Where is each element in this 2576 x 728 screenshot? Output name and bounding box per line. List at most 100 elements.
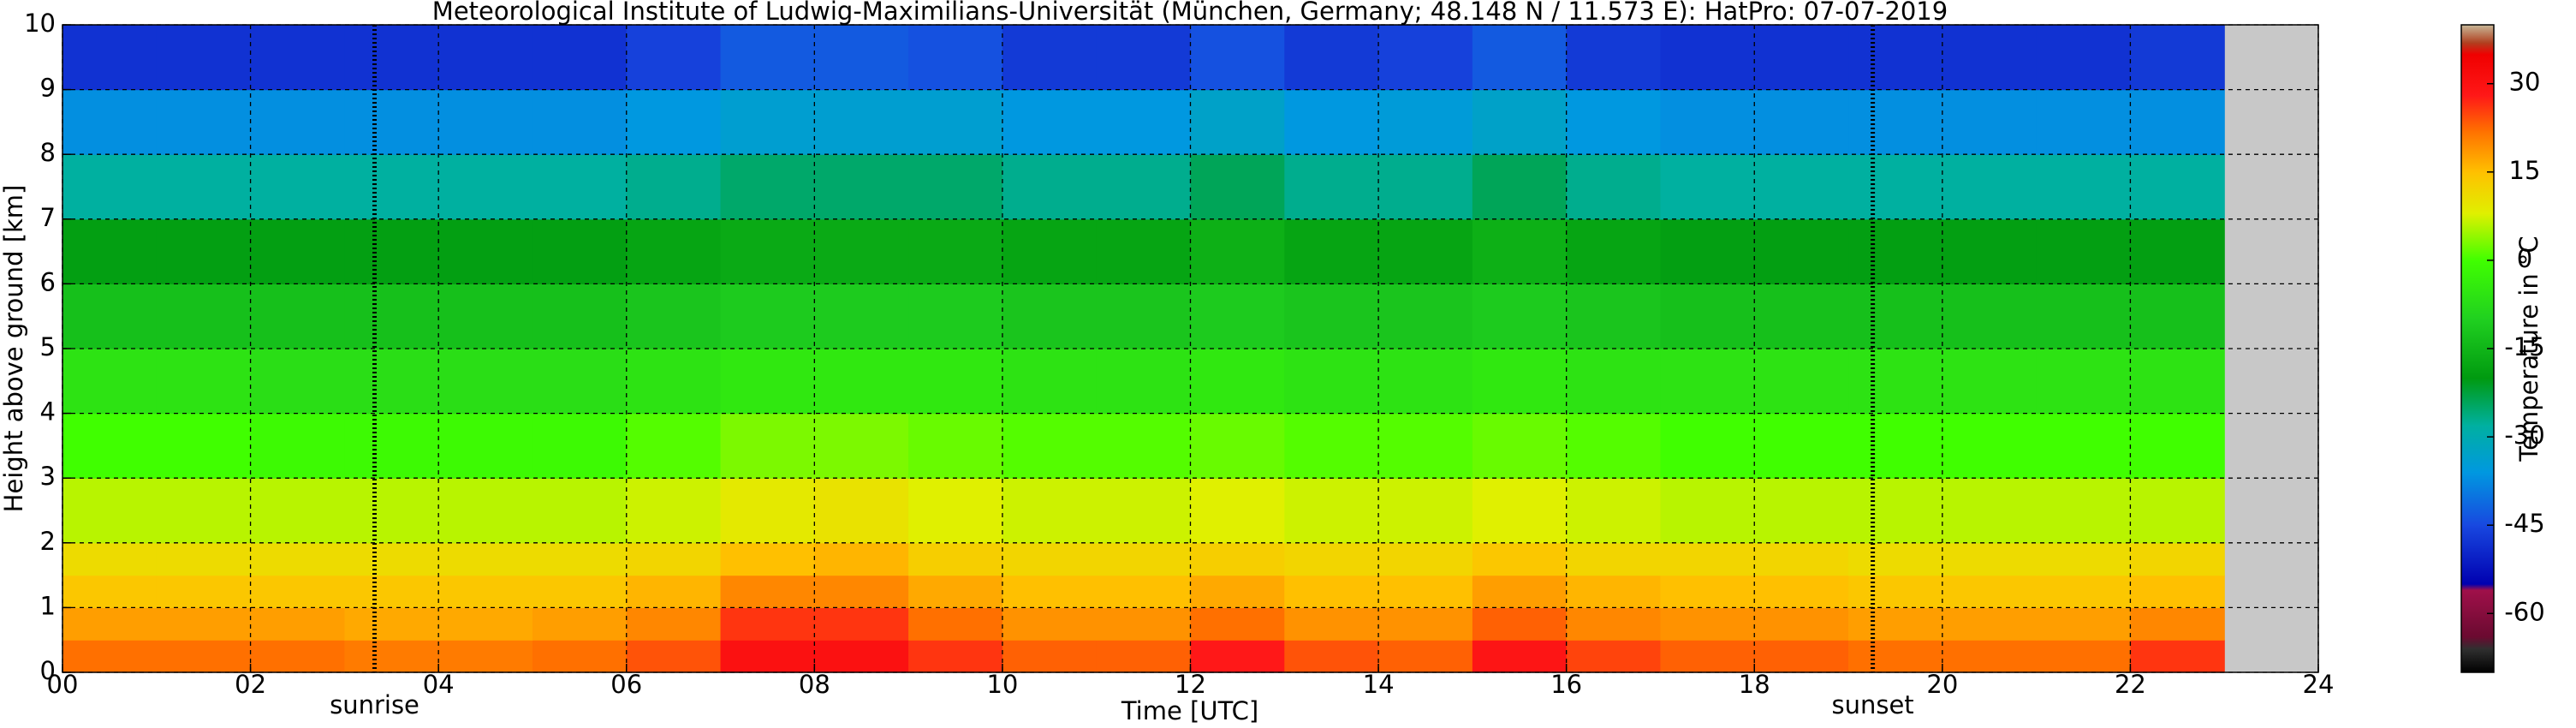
heatmap-cell — [720, 478, 815, 544]
heatmap-cell — [1472, 349, 1568, 415]
heatmap-cell — [1002, 154, 1098, 220]
heatmap-cell — [1660, 154, 1755, 220]
heatmap-cell — [438, 154, 533, 220]
heatmap-cell — [532, 154, 628, 220]
heatmap-cell — [1472, 640, 1568, 673]
heatmap-cell — [532, 413, 628, 479]
heatmap-cell — [814, 218, 909, 284]
heatmap-cell — [438, 25, 533, 91]
heatmap-cell — [438, 575, 533, 608]
heatmap-cell — [1942, 640, 2038, 673]
x-axis-label: Time [UTC] — [1121, 696, 1258, 725]
heatmap-cell — [344, 640, 439, 673]
heatmap-cell — [1002, 607, 1098, 641]
x-tick-label: 22 — [2115, 670, 2146, 699]
heatmap-cell — [62, 218, 158, 284]
colorbar-segment — [2461, 54, 2494, 96]
heatmap-cell — [1566, 575, 1662, 608]
heatmap-cell — [1096, 283, 1192, 349]
heatmap-cell — [1378, 25, 1473, 91]
heatmap-cell — [814, 478, 909, 544]
heatmap-cell — [720, 607, 815, 641]
heatmap-cell — [2130, 640, 2225, 673]
heatmap-cell — [1754, 154, 1849, 220]
heatmap-cell — [1942, 283, 2038, 349]
x-tick-label: 18 — [1739, 670, 1770, 699]
heatmap-cell — [344, 413, 439, 479]
heatmap-cell — [1378, 607, 1473, 641]
heatmap-cell — [438, 349, 533, 415]
heatmap-cell — [1848, 154, 1943, 220]
heatmap-cell — [1096, 542, 1192, 576]
heatmap-cell — [1566, 25, 1662, 91]
heatmap-cell — [532, 478, 628, 544]
heatmap-cell — [1284, 25, 1379, 91]
heatmap-cell — [62, 154, 158, 220]
heatmap-cell — [62, 89, 158, 155]
heatmap-cell — [1942, 349, 2038, 415]
heatmap-cell — [1660, 89, 1755, 155]
heatmap-cell — [626, 25, 722, 91]
heatmap-cell — [2130, 283, 2225, 349]
heatmap-cell — [1190, 640, 1285, 673]
heatmap-cell — [814, 349, 909, 415]
heatmap-cell — [908, 607, 1003, 641]
heatmap-cell — [438, 413, 533, 479]
heatmap-cell — [1002, 640, 1098, 673]
heatmap-cell — [814, 89, 909, 155]
colorbar-segment — [2461, 25, 2494, 44]
heatmap-cell — [1566, 607, 1662, 641]
heatmap-cell — [1284, 283, 1379, 349]
heatmap-cell — [1754, 283, 1849, 349]
heatmap-cell — [2036, 25, 2132, 91]
heatmap-cell — [1660, 607, 1755, 641]
heatmap-cell — [1942, 25, 2038, 91]
heatmap-cell — [532, 349, 628, 415]
heatmap-cell — [2130, 607, 2225, 641]
colorbar-segment — [2461, 636, 2494, 650]
heatmap-cell — [720, 349, 815, 415]
heatmap-cell — [1096, 575, 1192, 608]
heatmap-cell — [344, 349, 439, 415]
heatmap-cell — [1848, 478, 1943, 544]
heatmap-cell — [250, 154, 345, 220]
heatmap-cell — [1002, 25, 1098, 91]
heatmap-cell — [814, 154, 909, 220]
heatmap-cell — [344, 542, 439, 576]
heatmap-cell — [1660, 640, 1755, 673]
heatmap-cell — [250, 218, 345, 284]
heatmap-cell — [2036, 218, 2132, 284]
heatmap-cell — [626, 478, 722, 544]
heatmap-cell — [438, 478, 533, 544]
heatmap-cell — [1660, 218, 1755, 284]
colorbar-tick-label: -30 — [2504, 421, 2544, 450]
colorbar-segment — [2461, 425, 2494, 473]
heatmap-cell — [156, 640, 252, 673]
heatmap-cell — [1848, 640, 1943, 673]
heatmap-cell — [814, 640, 909, 673]
heatmap-cell — [1472, 283, 1568, 349]
colorbar-segment — [2461, 130, 2494, 173]
heatmap-cell — [2036, 478, 2132, 544]
colorbar-tick-label: 30 — [2509, 68, 2541, 97]
heatmap-cell — [1754, 575, 1849, 608]
y-tick-label: 1 — [40, 591, 56, 620]
heatmap-cell — [2036, 154, 2132, 220]
heatmap-cell — [626, 542, 722, 576]
heatmap-cell — [1472, 575, 1568, 608]
heatmap-cell — [156, 283, 252, 349]
colorbar-segment — [2461, 212, 2494, 261]
heatmap-cell — [156, 413, 252, 479]
heatmap-cell — [908, 283, 1003, 349]
heatmap-cell — [156, 89, 252, 155]
heatmap-cell — [156, 607, 252, 641]
heatmap-cell — [1190, 575, 1285, 608]
heatmap-cell — [250, 413, 345, 479]
heatmap-cell — [1472, 542, 1568, 576]
heatmap-cell — [1942, 89, 2038, 155]
heatmap-cell — [532, 575, 628, 608]
heatmap-cell — [1284, 640, 1379, 673]
heatmap-cell — [1378, 349, 1473, 415]
heatmap-cell — [532, 218, 628, 284]
heatmap-cell — [1942, 478, 2038, 544]
